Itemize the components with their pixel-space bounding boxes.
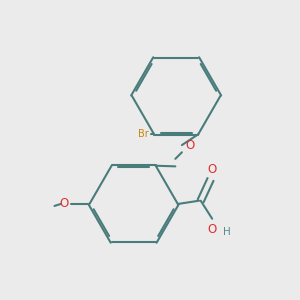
- Text: O: O: [208, 223, 217, 236]
- Text: O: O: [186, 139, 195, 152]
- Text: Br: Br: [138, 129, 149, 139]
- Text: O: O: [59, 197, 68, 211]
- Text: O: O: [208, 163, 217, 176]
- Text: H: H: [223, 227, 230, 237]
